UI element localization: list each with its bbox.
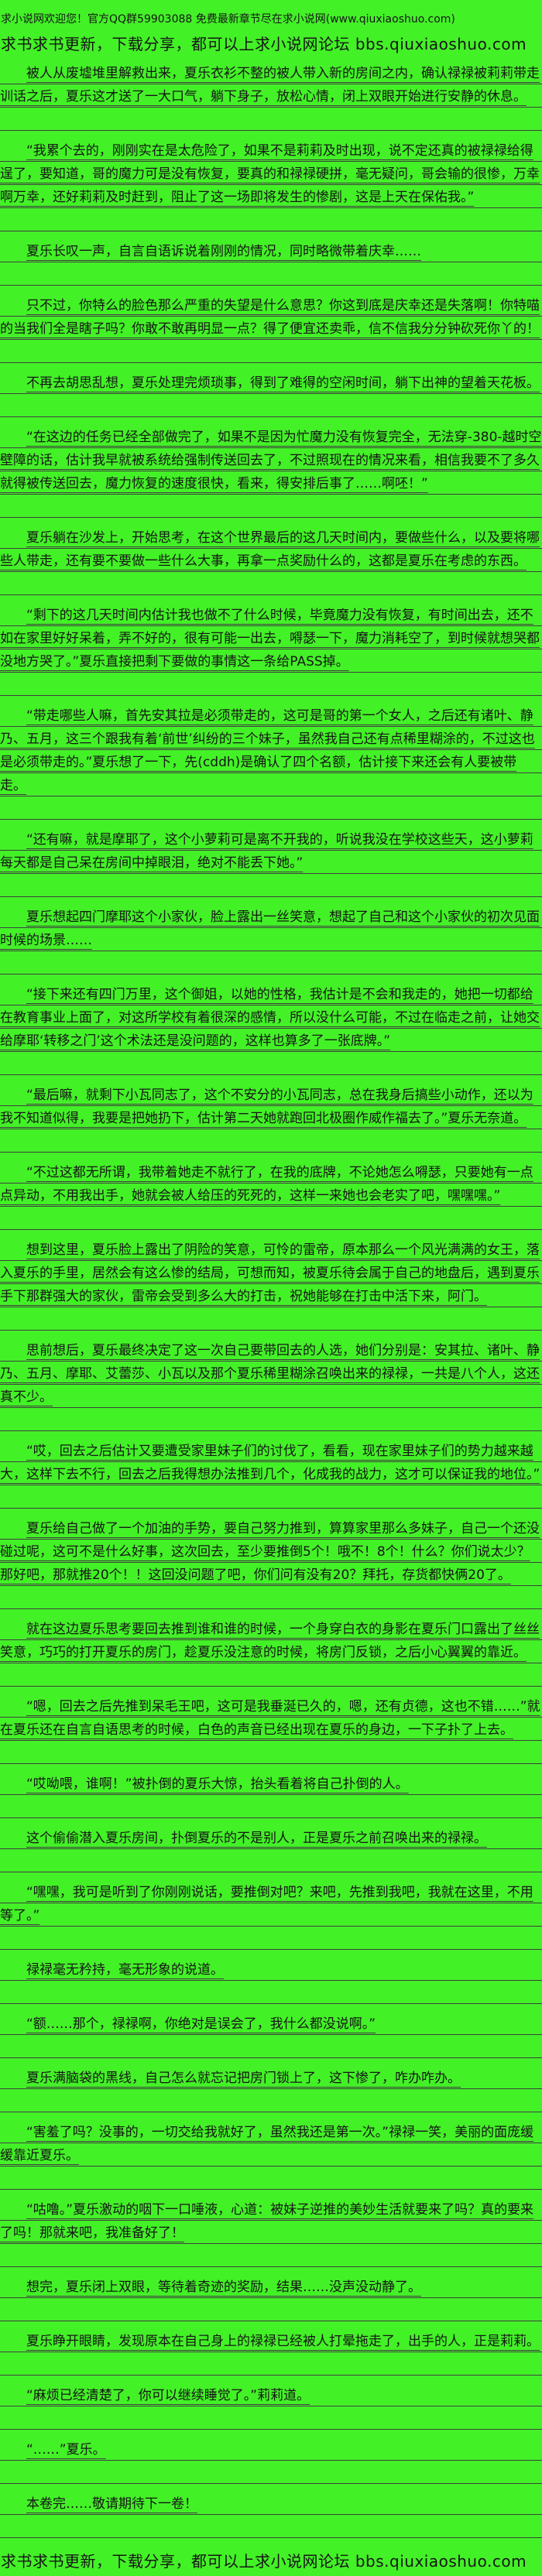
paragraph: “我累个去的，刚刚实在是太危险了，如果不是莉莉及时出现，说不定还真的被禄禄给得逞… [0, 139, 542, 232]
paragraph: 这个偷偷潜入夏乐房间，扑倒夏乐的不是别人，正是夏乐之前召唤出来的禄禄。 [0, 1827, 542, 1873]
paragraph: 被人从废墟堆里解救出来，夏乐衣衫不整的被人带入新的房间之内，确认禄禄被莉莉带走训… [0, 62, 542, 132]
header-promo-banner: 求书求书更新，下载分享，都可以上求小说网论坛 bbs.qiuxiaoshuo.c… [1, 35, 527, 53]
paragraph: “咕噜。”夏乐激动的咽下一口唾液，心道：被妹子逆推的美妙生活就要来了吗？真的要来… [0, 2198, 542, 2268]
paragraph: 不再去胡思乱想，夏乐处理完烦琐事，得到了难得的空闲时间，躺下出神的望着天花板。 [0, 372, 542, 418]
paragraph: 禄禄毫无矜持，毫无形象的说道。 [0, 1958, 542, 2005]
paragraph: “最后嘛，就剩下小瓦同志了，这个不安分的小瓦同志，总在我身后搞些小动作，还以为我… [0, 1084, 542, 1153]
paragraph: “不过这都无所谓，我带着她走不就行了，在我的底牌，不论她怎么嘚瑟，只要她有一点点… [0, 1161, 542, 1231]
paragraph: 夏乐躺在沙发上，开始思考，在这个世界最后的这几天时间内，要做些什么，以及要将哪些… [0, 526, 542, 596]
paragraph: “……”夏乐。 [0, 2438, 542, 2485]
footer-promo-banner: 求书求书更新，下载分享，都可以上求小说网论坛 bbs.qiuxiaoshuo.c… [1, 2552, 527, 2571]
paragraph: 就在这边夏乐思考要回去推到谁和谁的时候，一个身穿白衣的身影在夏乐门口露出了丝丝笑… [0, 1618, 542, 1687]
paragraph: 本卷完……敬请期待下一卷！ [0, 2492, 542, 2539]
paragraph: “嘿嘿，我可是听到了你刚刚说话，要推倒对吧？来吧，先推到我吧，我就在这里，不用等… [0, 1881, 542, 1951]
paragraph: “麻烦已经清楚了，你可以继续睡觉了。”莉莉道。 [0, 2384, 542, 2430]
novel-content: 被人从废墟堆里解救出来，夏乐衣衫不整的被人带入新的房间之内，确认禄禄被莉莉带走训… [0, 62, 542, 2539]
paragraph: 夏乐给自己做了一个加油的手势，要自己努力推到，算算家里那么多妹子，自己一个还没碰… [0, 1517, 542, 1610]
paragraph: “哎呦喂，谁啊！”被扑倒的夏乐大惊，抬头看着将自己扑倒的人。 [0, 1773, 542, 1819]
paragraph: 想完，夏乐闭上双眼，等待着奇迹的奖励，结果……没声没动静了。 [0, 2276, 542, 2322]
paragraph: “接下来还有四门万里，这个御姐，以她的性格，我估计是不会和我走的，她把一切都给在… [0, 983, 542, 1076]
paragraph: “额……那个，禄禄啊，你绝对是误会了，我什么都没说啊。” [0, 2012, 542, 2059]
paragraph: “在这边的任务已经全部做完了，如果不是因为忙魔力没有恢复完全，无法穿-380-越… [0, 426, 542, 519]
paragraph: 夏乐满脑袋的黑线，自己怎么就忘记把房门锁上了，这下惨了，咋办咋办。 [0, 2067, 542, 2113]
paragraph: 夏乐长叹一声，自言自语诉说着刚刚的情况，同时略微带着庆幸…… [0, 240, 542, 286]
paragraph: “带走哪些人嘛，首先安其拉是必须带走的，这可是哥的第一个女人，之后还有诸叶、静乃… [0, 704, 542, 820]
paragraph: 只不过，你特么的脸色那么严重的失望是什么意思？你这到底是庆幸还是失落啊！你特喵的… [0, 294, 542, 364]
paragraph: “剩下的这几天时间内估计我也做不了什么时候，毕竟魔力没有恢复，有时间出去，还不如… [0, 604, 542, 697]
paragraph: 想到这里，夏乐脸上露出了阴险的笑意，可怜的雷帝，原本那么一个风光满满的女王，落入… [0, 1238, 542, 1331]
paragraph: “害羞了吗？没事的，一切交给我就好了，虽然我还是第一次。”禄禄一笑，美丽的面庞缓… [0, 2121, 542, 2191]
paragraph: 夏乐睁开眼睛，发现原本在自己身上的禄禄已经被人打晕拖走了，出手的人，正是莉莉。 [0, 2330, 542, 2376]
paragraph: “还有嘛，就是摩耶了，这个小萝莉可是离不开我的，听说我没在学校这些天，这小萝莉每… [0, 828, 542, 898]
paragraph: “哎，回去之后估计又要遭受家里妹子们的讨伐了，看看，现在家里妹子们的势力越来越大… [0, 1440, 542, 1509]
welcome-banner: 求小说网欢迎您！官方QQ群59903088 免费最新章节尽在求小说网(www.q… [1, 13, 455, 26]
paragraph: “嗯，回去之后先推到呆毛王吧，这可是我垂涎已久的，嗯，还有贞德，这也不错……”就… [0, 1695, 542, 1765]
paragraph: 思前想后，夏乐最终决定了这一次自己要带回去的人选，她们分别是：安其拉、诸叶、静乃… [0, 1339, 542, 1432]
paragraph: 夏乐想起四门摩耶这个小家伙，脸上露出一丝笑意，想起了自己和这个小家伙的初次见面时… [0, 906, 542, 975]
